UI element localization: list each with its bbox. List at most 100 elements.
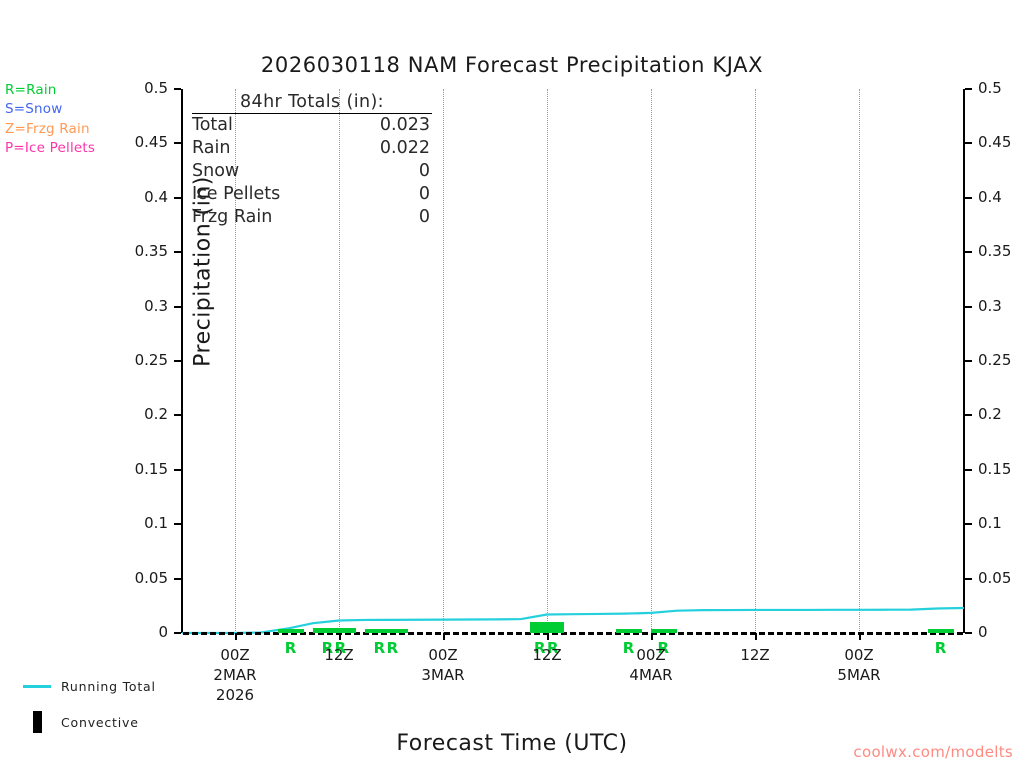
gridline-5 bbox=[755, 89, 757, 633]
y-axis-label-left-0.45: 0.45 bbox=[134, 133, 168, 152]
x-axis-label-1: 12Z bbox=[279, 645, 399, 665]
x-axis-label-1-hour: 12Z bbox=[324, 646, 354, 664]
y-tick-left-0.05 bbox=[174, 577, 181, 580]
ptype-letters-1: RR bbox=[321, 639, 348, 657]
legend-item-convective: Convective bbox=[13, 704, 156, 740]
y-tick-right-0.45 bbox=[965, 142, 972, 145]
series-legend: Running Total Convective bbox=[13, 668, 156, 740]
totals-value-rain: 0.022 bbox=[379, 138, 430, 158]
y-tick-left-0.4 bbox=[174, 196, 181, 199]
x-axis-label-0-year: 2026 bbox=[215, 686, 255, 704]
y-axis-label-left-0.05: 0.05 bbox=[134, 568, 168, 587]
totals-label-frzg-rain: Frzg Rain bbox=[192, 207, 273, 227]
running-total-line bbox=[181, 606, 965, 635]
x-axis-label-0-hour: 00Z bbox=[220, 646, 250, 664]
precip-type-key: R=Rain S=Snow Z=Frzg Rain P=Ice Pellets bbox=[5, 81, 95, 159]
y-tick-left-0.5 bbox=[174, 88, 181, 90]
y-tick-left-0.1 bbox=[174, 523, 181, 526]
x-axis-label-4: 00Z 4MAR bbox=[591, 645, 711, 685]
gridline-2 bbox=[443, 89, 445, 633]
ptype-bar-2 bbox=[365, 629, 409, 633]
totals-value-ice-pellets: 0 bbox=[418, 184, 430, 204]
y-axis-label-right-0: 0 bbox=[978, 623, 988, 641]
x-axis-label-5-hour: 12Z bbox=[740, 646, 770, 664]
totals-row-snow: Snow 0 bbox=[192, 160, 432, 183]
legend-label-running-total: Running Total bbox=[61, 678, 156, 694]
ptype-key-item-frzg-rain: Z=Frzg Rain bbox=[5, 120, 90, 137]
x-axis-label-5: 12Z bbox=[695, 645, 815, 665]
ptype-bar-0 bbox=[278, 629, 305, 633]
ptype-letters-3: RR bbox=[533, 639, 561, 657]
x-tick-5 bbox=[755, 633, 757, 640]
gridline-1 bbox=[339, 89, 341, 633]
y-axis-label-left-0.3: 0.3 bbox=[144, 296, 168, 315]
gridline-4 bbox=[651, 89, 653, 633]
y-tick-left-0.35 bbox=[174, 251, 181, 254]
y-tick-right-0 bbox=[965, 632, 972, 634]
running-total-series bbox=[181, 606, 965, 635]
x-axis-label-6-hour: 00Z bbox=[844, 646, 874, 664]
y-axis-label-left-0.2: 0.2 bbox=[144, 405, 168, 424]
x-axis-label-4-hour: 00Z bbox=[636, 646, 666, 664]
y-axis-label-right-0.5: 0.5 bbox=[978, 79, 1002, 97]
totals-value-frzg-rain: 0 bbox=[418, 207, 430, 227]
y-axis-right-spine bbox=[963, 89, 965, 633]
ptype-bar-5 bbox=[651, 629, 677, 633]
y-axis-label-right-0.3: 0.3 bbox=[978, 296, 1002, 315]
ptype-bar-1 bbox=[313, 628, 357, 633]
y-axis-label-right-0.25: 0.25 bbox=[978, 351, 1012, 369]
y-axis-label-left-0.35: 0.35 bbox=[134, 242, 168, 261]
ptype-letters-6: R bbox=[934, 639, 948, 657]
y-tick-right-0.4 bbox=[965, 196, 972, 199]
y-axis-label-right-0.05: 0.05 bbox=[978, 568, 1012, 587]
y-axis-label-right-0.4: 0.4 bbox=[978, 187, 1002, 206]
y-axis-label-right-0.1: 0.1 bbox=[978, 514, 1002, 533]
gridline-6 bbox=[859, 89, 861, 633]
ptype-letters-0: R bbox=[284, 639, 298, 657]
x-axis-label-2-hour: 00Z bbox=[428, 646, 458, 664]
y-tick-left-0 bbox=[174, 632, 181, 634]
x-axis-label-2-day: 3MAR bbox=[421, 666, 465, 684]
y-tick-left-0.2 bbox=[174, 414, 181, 417]
totals-value-snow: 0 bbox=[418, 161, 430, 181]
y-tick-right-0.3 bbox=[965, 305, 972, 308]
x-axis-label-6-day: 5MAR bbox=[837, 666, 881, 684]
chart-plot-area: 0 0.05 0.1 0.15 0.2 0.25 0.3 0.35 0.4 0.45 0.5 0 0.… bbox=[135, 79, 1012, 704]
y-axis-label-left-0.5: 0.5 bbox=[144, 79, 168, 97]
y-axis-label-left-0.15: 0.15 bbox=[134, 459, 168, 478]
y-tick-right-0.15 bbox=[965, 468, 972, 471]
ptype-key-item-snow: S=Snow bbox=[5, 101, 63, 118]
ptype-letters-5: R bbox=[657, 639, 671, 657]
y-tick-right-0.5 bbox=[965, 88, 972, 90]
y-axis-label-left-0.1: 0.1 bbox=[144, 514, 168, 533]
y-tick-right-0.1 bbox=[965, 523, 972, 526]
y-tick-right-0.05 bbox=[965, 577, 972, 580]
totals-row-total: Total 0.023 bbox=[192, 114, 432, 137]
x-tick-6 bbox=[859, 633, 861, 640]
totals-summary-box: 84hr Totals (in): Total 0.023 Rain 0.022… bbox=[192, 92, 432, 229]
totals-row-ice-pellets: Ice Pellets 0 bbox=[192, 183, 432, 206]
ptype-key-item-rain: R=Rain bbox=[5, 82, 57, 98]
totals-label-ice-pellets: Ice Pellets bbox=[192, 184, 281, 204]
block-swatch-icon bbox=[13, 711, 61, 733]
y-axis-label-right-0.45: 0.45 bbox=[978, 133, 1012, 152]
ptype-key-item-ice-pellets: P=Ice Pellets bbox=[5, 140, 96, 157]
x-axis-label-6: 00Z 5MAR bbox=[799, 645, 919, 685]
zero-baseline bbox=[183, 632, 963, 635]
y-tick-right-0.35 bbox=[965, 251, 972, 254]
y-tick-left-0.25 bbox=[174, 360, 181, 362]
x-axis-label-0-day: 2MAR bbox=[213, 666, 257, 684]
y-tick-right-0.25 bbox=[965, 360, 972, 362]
y-axis-label-right-0.15: 0.15 bbox=[978, 459, 1012, 478]
x-axis-label-2: 00Z 3MAR bbox=[383, 645, 503, 685]
gridline-0 bbox=[235, 89, 237, 633]
y-axis-label-right-0.35: 0.35 bbox=[978, 242, 1012, 261]
y-tick-left-0.3 bbox=[174, 305, 181, 308]
watermark: coolwx.com/modelts bbox=[853, 743, 1013, 761]
line-swatch-icon bbox=[13, 684, 61, 688]
y-axis-label-left-0: 0 bbox=[158, 623, 168, 641]
y-axis-label-right-0.2: 0.2 bbox=[978, 405, 1002, 424]
totals-value-total: 0.023 bbox=[379, 115, 430, 135]
x-tick-3 bbox=[547, 633, 549, 640]
ptype-letters-4: R bbox=[622, 639, 636, 657]
